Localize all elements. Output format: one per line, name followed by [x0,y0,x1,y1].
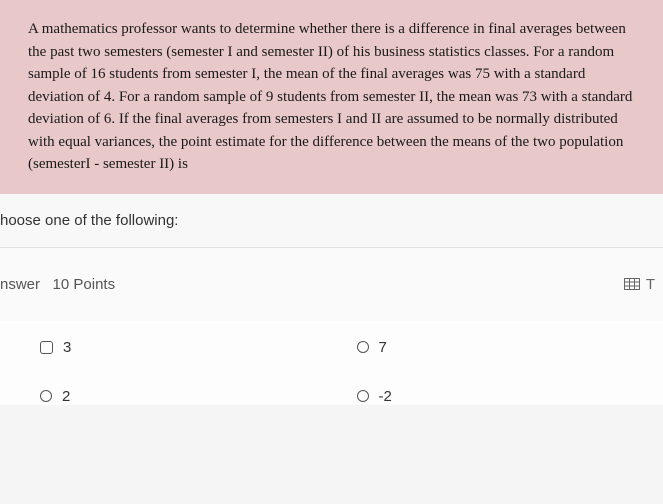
answer-header: nswer 10 Points T [0,248,663,321]
option-label: 7 [379,339,387,356]
option-b[interactable]: 7 [357,339,634,356]
radio-icon [357,341,369,353]
answer-header-left: nswer 10 Points [0,276,115,293]
option-label: -2 [379,388,392,405]
option-label: 2 [62,388,70,405]
option-c[interactable]: 2 [40,388,317,405]
radio-icon [40,341,53,354]
options-grid: 3 7 2 -2 [0,321,663,405]
radio-icon [357,390,369,402]
table-icon[interactable] [624,278,640,290]
option-a[interactable]: 3 [40,339,317,356]
option-label: 3 [63,339,71,356]
radio-icon [40,390,52,402]
right-label: T [646,276,655,293]
answer-label: nswer [0,276,40,293]
question-text: A mathematics professor wants to determi… [0,0,663,194]
points-label: 10 Points [53,276,116,293]
instruction-text: hoose one of the following: [0,194,663,248]
option-d[interactable]: -2 [357,388,634,405]
answer-header-right: T [624,276,655,293]
